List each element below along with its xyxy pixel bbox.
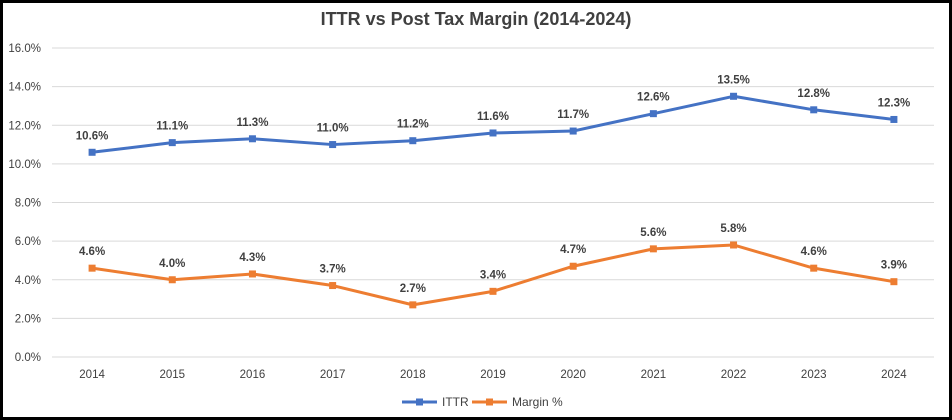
x-tick-label: 2019	[480, 369, 506, 381]
data-point	[810, 106, 818, 114]
data-label: 11.2%	[397, 119, 429, 131]
x-tick-label: 2016	[240, 369, 266, 381]
data-label: 3.9%	[881, 260, 907, 272]
y-tick-label: 8.0%	[15, 198, 41, 210]
legend-label: Margin %	[512, 395, 563, 409]
data-point	[569, 127, 577, 135]
data-label: 11.3%	[236, 117, 268, 129]
legend-item-margin[interactable]: Margin %	[472, 395, 563, 409]
x-tick-label: 2018	[400, 369, 426, 381]
data-point	[409, 137, 417, 145]
y-tick-label: 6.0%	[15, 236, 41, 248]
data-point	[168, 139, 176, 147]
data-label: 12.6%	[637, 92, 670, 104]
data-point	[649, 110, 657, 118]
data-labels: 10.6% 11.1% 11.3% 11.0% 11.2% 11.6% 11.7% 12.6%…	[76, 74, 910, 295]
x-tick-label: 2014	[79, 369, 105, 381]
data-label: 4.0%	[159, 258, 185, 270]
legend[interactable]: ITTR Margin %	[402, 395, 563, 409]
x-tick-label: 2017	[320, 369, 346, 381]
y-tick-label: 12.0%	[8, 120, 41, 132]
legend-label: ITTR	[442, 395, 469, 409]
series-group	[88, 92, 898, 309]
data-point	[248, 270, 256, 278]
data-label: 11.1%	[156, 121, 188, 133]
data-point	[329, 141, 337, 149]
data-point	[248, 135, 256, 143]
data-label: 10.6%	[76, 130, 109, 142]
data-label: 12.8%	[797, 88, 830, 100]
data-label: 4.7%	[560, 244, 586, 256]
data-point	[489, 129, 497, 137]
data-point	[890, 115, 898, 123]
data-label: 12.3%	[878, 97, 911, 109]
x-tick-label: 2015	[159, 369, 185, 381]
data-label: 11.0%	[317, 123, 349, 135]
data-point	[569, 262, 577, 270]
data-label: 11.7%	[557, 109, 589, 121]
data-label: 5.6%	[640, 227, 666, 239]
data-point	[810, 264, 818, 272]
data-label: 4.6%	[79, 246, 105, 258]
data-label: 5.8%	[720, 223, 746, 235]
y-tick-label: 10.0%	[8, 159, 41, 171]
x-tick-label: 2021	[641, 369, 667, 381]
data-point	[88, 148, 96, 156]
y-tick-label: 2.0%	[15, 313, 41, 325]
legend-marker	[416, 398, 423, 406]
data-point	[489, 287, 497, 295]
gridlines	[52, 47, 934, 358]
data-point	[88, 264, 96, 272]
y-tick-label: 14.0%	[8, 82, 41, 94]
y-tick-label: 4.0%	[15, 275, 41, 287]
data-point	[730, 241, 738, 249]
data-label: 2.7%	[400, 283, 426, 295]
legend-item-ittr[interactable]: ITTR	[402, 395, 469, 409]
data-label: 4.3%	[239, 252, 265, 264]
data-label: 13.5%	[717, 74, 750, 86]
legend-marker	[486, 398, 493, 406]
data-point	[730, 92, 738, 100]
y-axis-ticks: 0.0% 2.0% 4.0% 6.0% 8.0% 10.0% 12.0% 14.0% 16.0%	[8, 43, 41, 364]
data-point	[890, 278, 898, 286]
y-tick-label: 16.0%	[8, 43, 41, 55]
chart-title: ITTR vs Post Tax Margin (2014-2024)	[321, 9, 632, 29]
data-label: 4.6%	[801, 246, 827, 258]
line-chart: ITTR vs Post Tax Margin (2014-2024) 0.0%…	[8, 9, 934, 409]
data-point	[409, 301, 417, 309]
data-label: 3.7%	[320, 264, 346, 276]
y-tick-label: 0.0%	[15, 352, 41, 364]
series-line-ittr	[90, 94, 896, 154]
data-point	[649, 245, 657, 253]
data-label: 11.6%	[477, 111, 509, 123]
x-tick-label: 2023	[801, 369, 827, 381]
x-axis-ticks: 2014 2015 2016 2017 2018 2019 2020 2021 2022 2023…	[79, 369, 907, 381]
data-label: 3.4%	[480, 269, 506, 281]
data-point	[329, 282, 337, 290]
x-tick-label: 2022	[721, 369, 747, 381]
x-tick-label: 2024	[881, 369, 907, 381]
data-point	[168, 276, 176, 284]
x-tick-label: 2020	[560, 369, 586, 381]
